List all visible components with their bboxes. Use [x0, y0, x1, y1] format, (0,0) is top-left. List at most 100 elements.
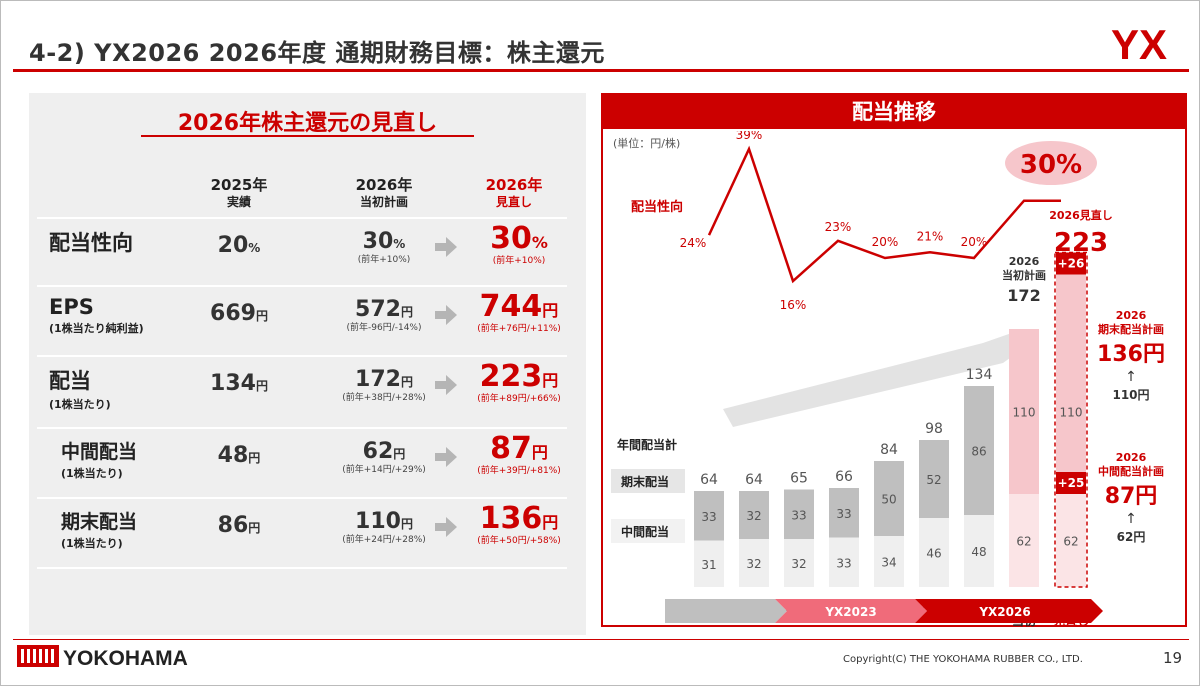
trend-arrow-shape: [723, 329, 1028, 427]
plan-number: 30: [362, 229, 394, 254]
payout-series-label: 配当性向: [631, 199, 683, 215]
yokohama-logo: YOKOHAMA: [17, 645, 188, 670]
revised-number: 30: [490, 221, 532, 256]
plan-number: 172: [355, 367, 401, 392]
row-label: 配当性向: [49, 227, 133, 258]
revised-number: 136: [479, 501, 543, 536]
row-label-text: 中間配当: [61, 441, 138, 463]
row-divider: [37, 355, 567, 357]
actual-unit: %: [248, 241, 261, 255]
yx-logo: YX: [1111, 21, 1167, 65]
plan-note: (前年-96円/-14%): [346, 323, 422, 333]
svg-text:YOKOHAMA: YOKOHAMA: [63, 647, 188, 670]
payout-label-2022: 23%: [825, 220, 852, 234]
row-divider: [37, 427, 567, 429]
bar-interim-label-2021: 32: [791, 557, 806, 571]
bar-final-2019: [694, 491, 724, 541]
arrow-right-icon: [435, 237, 457, 257]
revised-note: (前年+50円/+58%): [477, 536, 561, 546]
row-label-text: 配当: [49, 369, 91, 393]
plan-note: (前年+24円/+28%): [342, 535, 426, 545]
col-head-2025-actual: 2025年 実績: [184, 177, 294, 211]
actual-unit: 円: [248, 451, 261, 465]
plan-value: 110円 (前年+24円/+28%): [329, 509, 439, 545]
plan-label-line1: 2026: [1009, 255, 1040, 268]
plan-unit: 円: [400, 517, 413, 531]
bar-interim-2025: [964, 515, 994, 587]
final-plan-line2: 期末配当計画: [1098, 322, 1164, 336]
phase-pre: [665, 599, 787, 623]
plan-value: 572円 (前年-96円/-14%): [329, 297, 439, 333]
footer-rule: [13, 639, 1189, 640]
bar-total-label-2026-revised: 223: [1054, 228, 1108, 258]
phase-bar: YX2023 YX2026: [665, 599, 1103, 623]
plan-unit: 円: [400, 375, 413, 389]
final-plan-value: 136円: [1097, 342, 1165, 367]
increase-interim-badge: [1056, 472, 1086, 494]
bar-final-2025: [964, 386, 994, 515]
row-label-total: 年間配当計: [617, 437, 677, 452]
bar-final-2026 当初: [1009, 329, 1039, 494]
payout-highlight-bubble: [1005, 141, 1097, 185]
bar-total-label-2021: 65: [790, 471, 808, 487]
arrow-right-icon: [435, 375, 457, 395]
row-divider: [37, 567, 567, 569]
col-head-line1: 2026年: [485, 176, 543, 194]
row-label-final-bg: [611, 469, 685, 493]
actual-unit: 円: [248, 521, 261, 535]
bar-total-label-2020: 64: [745, 472, 763, 488]
page-number: 19: [1163, 649, 1183, 667]
actual-number: 134: [210, 371, 256, 396]
payout-label-2023: 20%: [872, 235, 899, 249]
bar-interim-2026 見直し: [1056, 494, 1086, 587]
phase-yx2023: [775, 599, 927, 623]
actual-value: 20%: [189, 233, 289, 258]
unit-label: (単位：円/株): [613, 137, 681, 150]
phase-yx2026-label: YX2026: [978, 605, 1030, 619]
row-divider: [37, 217, 567, 219]
revised-value: 136円 (前年+50円/+58%): [459, 501, 579, 546]
plan-unit: 円: [400, 305, 413, 319]
payout-label-2025: 20%: [961, 235, 988, 249]
title-rule: [13, 69, 1189, 72]
plan-value: 30% (前年+10%): [329, 229, 439, 265]
title-underline: [141, 135, 474, 137]
actual-number: 48: [217, 443, 249, 468]
row-label-sub: (1株当たり): [61, 467, 123, 480]
plan-number: 62: [362, 439, 394, 464]
revised-unit: 円: [542, 301, 559, 320]
copyright: Copyright(C) THE YOKOHAMA RUBBER CO., LT…: [843, 654, 1083, 665]
plan-number: 572: [355, 297, 401, 322]
payout-label-2020: 39%: [736, 131, 763, 142]
bar-total-label-2025: 134: [966, 367, 993, 383]
bar-interim-2024: [919, 518, 949, 587]
row-label-sub: (1株当たり): [49, 398, 111, 411]
revised-unit: 円: [542, 513, 559, 532]
plan-unit: 円: [393, 447, 406, 461]
up-arrow-icon: ↑: [1125, 369, 1137, 385]
increase-interim-text: +25: [1058, 476, 1085, 490]
bar-interim-label-2026 見直し: 62: [1063, 535, 1078, 549]
bar-interim-label-2024: 46: [926, 547, 941, 561]
plan-label-line2: 当初計画: [1002, 268, 1046, 282]
col-head-line1: 2025年: [210, 176, 268, 194]
col-head-line2: 実績: [226, 195, 251, 209]
bar-interim-2022: [829, 537, 859, 587]
bar-final-label-2021: 33: [791, 508, 806, 522]
bar-final-2020: [739, 491, 769, 539]
revised-value: 87円 (前年+39円/+81%): [459, 431, 579, 476]
revised-unit: 円: [542, 371, 559, 390]
bar-interim-label-2023: 34: [881, 556, 896, 570]
row-label: 配当 (1株当たり): [49, 365, 111, 412]
revised-label: 2026見直し: [1049, 208, 1113, 222]
increase-final-badge: [1056, 252, 1086, 275]
actual-unit: 円: [255, 379, 268, 393]
revised-value: 30% (前年+10%): [459, 221, 579, 266]
actual-value: 134円: [189, 371, 289, 396]
payout-label-2024: 21%: [917, 229, 944, 243]
bar-total-label-2024: 98: [925, 421, 943, 437]
revised-unit: 円: [531, 443, 548, 462]
bar-interim-2026 当初: [1009, 494, 1039, 587]
bar-interim-label-2025: 48: [971, 545, 986, 559]
revised-number: 87: [490, 431, 532, 466]
